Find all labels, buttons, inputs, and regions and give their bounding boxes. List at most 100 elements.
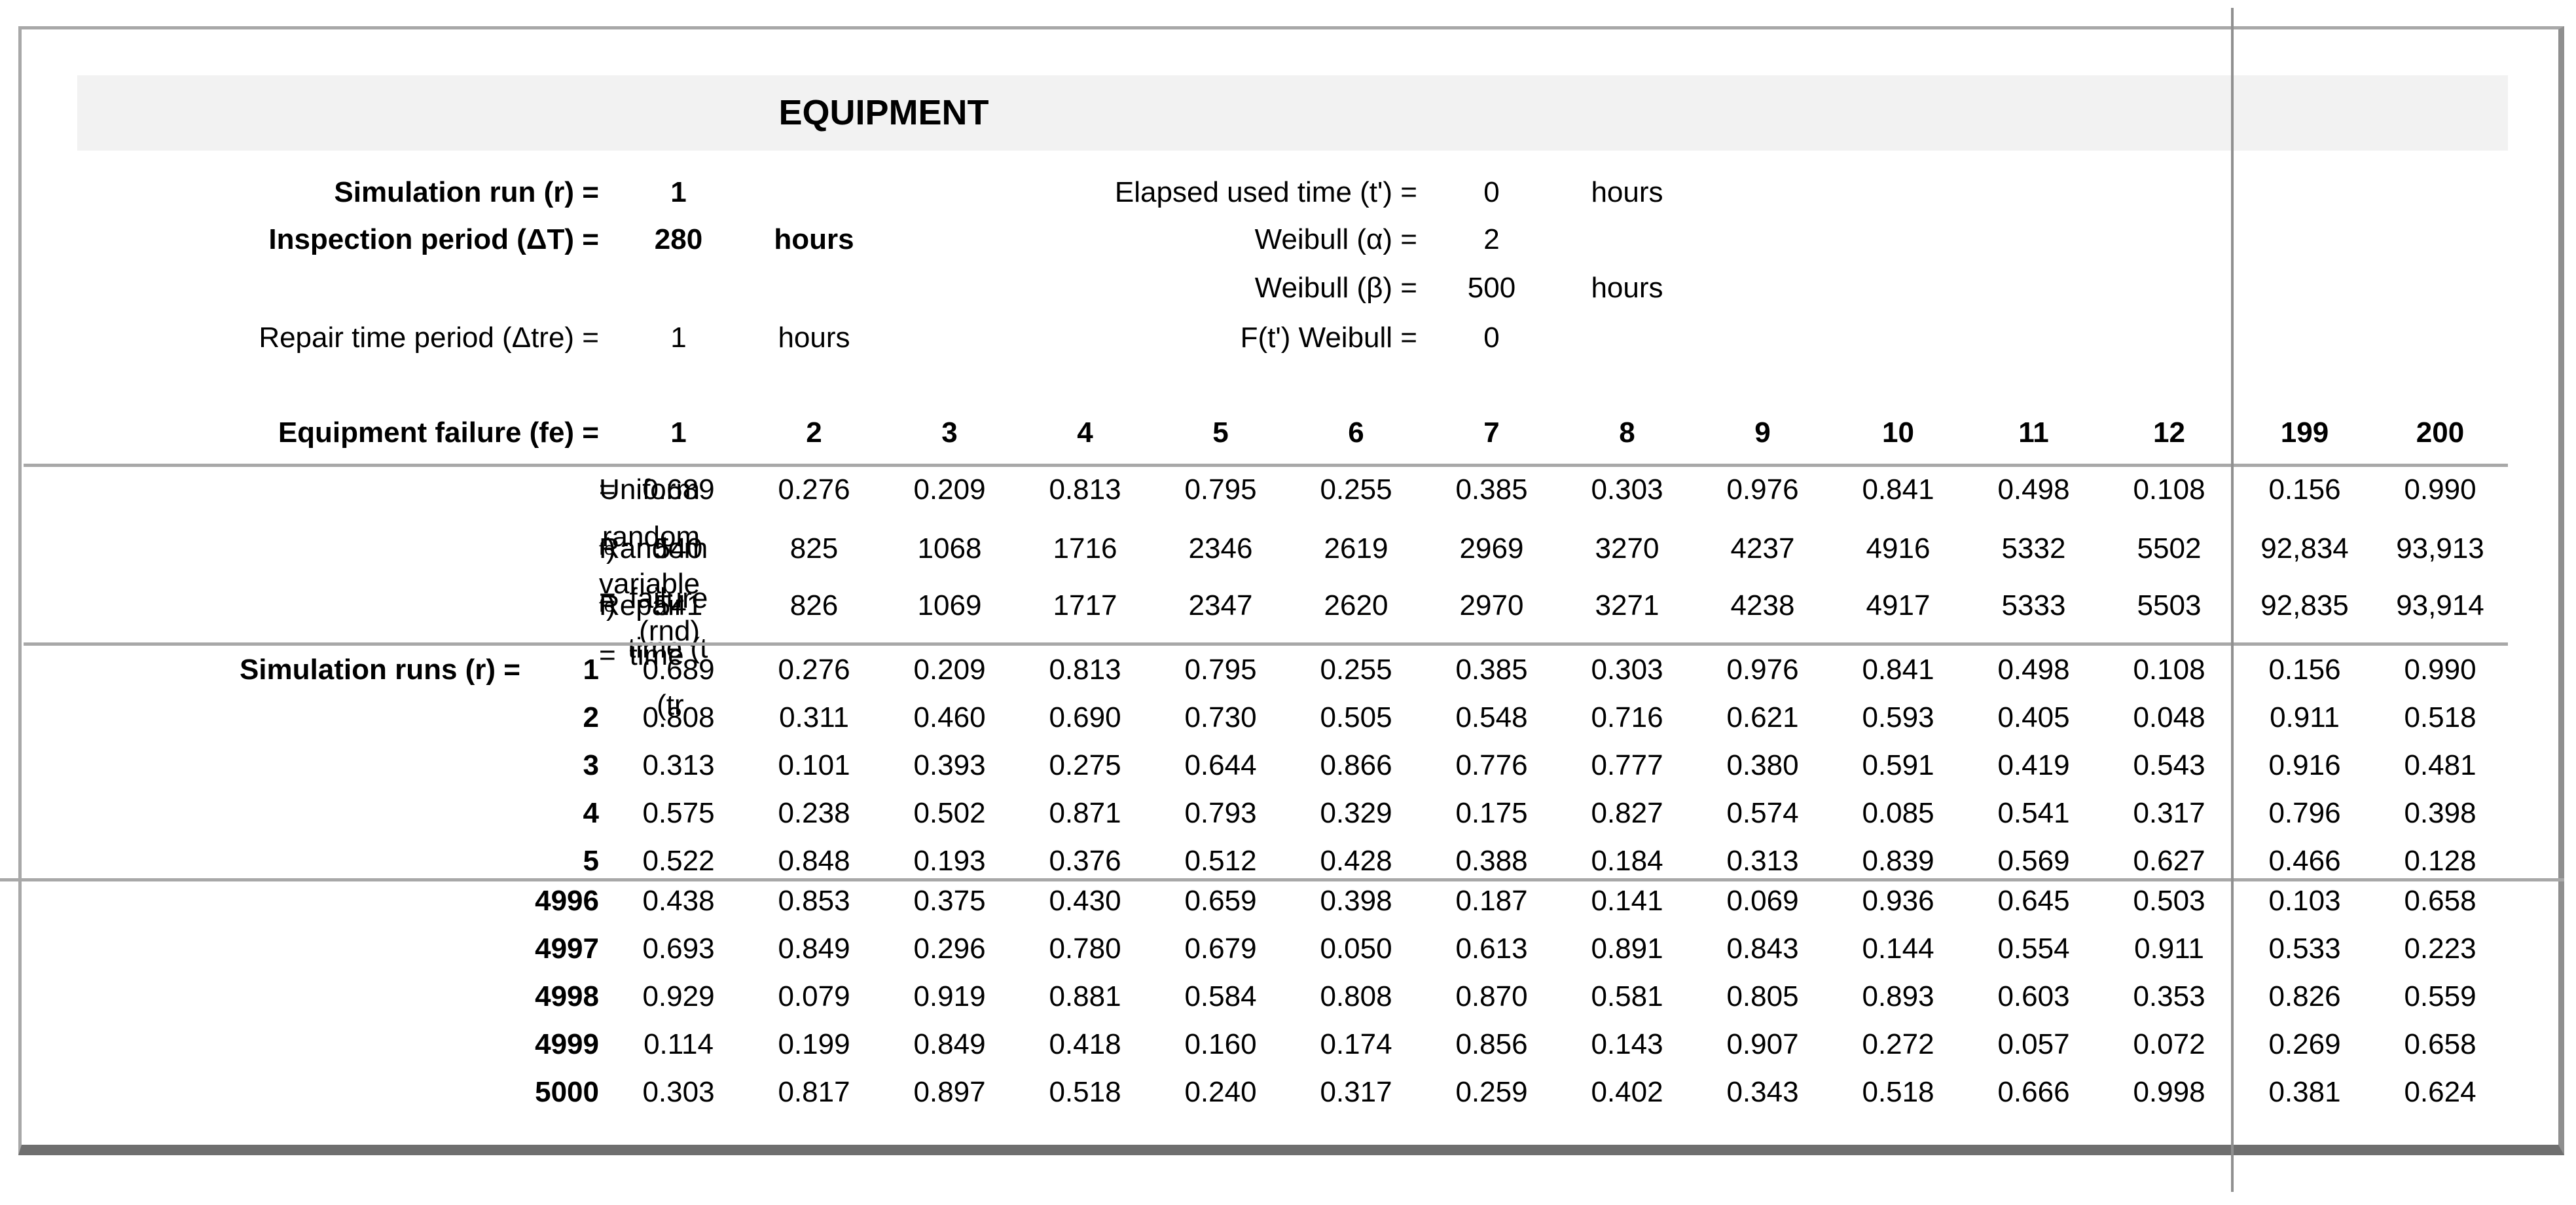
value-cell: 0.050 [1320, 933, 1392, 965]
value-cell: 0.658 [2404, 885, 2476, 917]
value-cell: 0.919 [913, 980, 986, 1012]
value-cell: 1 [670, 417, 687, 449]
value-cell: 0.976 [1726, 473, 1799, 506]
run-values: 0.114 0.199 0.849 0.418 0.160 0.174 0.856 0.143… [611, 1020, 2237, 1068]
value-cell: 3 [941, 417, 958, 449]
value-cell: 0.466 [2268, 845, 2341, 877]
value-cell: 0.156 [2268, 473, 2341, 506]
value-cell: 0.841 [1862, 654, 1934, 686]
value-cell: 0.209 [913, 473, 986, 506]
value-cell: 0.998 [2133, 1076, 2205, 1108]
value-cell: 0.645 [1997, 885, 2070, 917]
value-cell: 0.569 [1997, 845, 2070, 877]
value-cell: 11 [2018, 417, 2049, 449]
param-value-weibull-beta: 500 [1467, 272, 1516, 304]
row-label: Repair time (tr fe) = [0, 581, 684, 721]
run-values: 0.929 0.079 0.919 0.881 0.584 0.808 0.870 0.581… [611, 973, 2237, 1020]
param-value-simulation-run: 1 [670, 176, 687, 208]
value-cell: 0.624 [2404, 1076, 2476, 1108]
value-cell: 1717 [1053, 589, 1117, 621]
value-cell: 4237 [1730, 532, 1795, 565]
value-cell: 0.380 [1726, 749, 1799, 781]
row-label-suffix: = [599, 473, 616, 506]
param-unit-elapsed-used-time: hours [1591, 176, 1663, 208]
value-cell: 0.666 [1997, 1076, 2070, 1108]
value-cell: 0.381 [2268, 1076, 2341, 1108]
value-cell: 0.841 [1862, 473, 1934, 506]
value-cell: 0.849 [778, 933, 850, 965]
failure-header-columns-hidden-right: 199 200 [2237, 409, 2508, 456]
value-cell: 0.621 [1726, 701, 1799, 733]
value-cell: 1716 [1053, 532, 1117, 565]
value-cell: 541 [654, 589, 703, 621]
value-cell: 0.193 [913, 845, 986, 877]
value-cell: 0.817 [778, 1076, 850, 1108]
run-values-hidden-right: 0.381 0.624 [2237, 1068, 2508, 1116]
value-cell: 0.296 [913, 933, 986, 965]
value-cell: 0.184 [1591, 845, 1663, 877]
value-cell: 0.808 [1320, 980, 1392, 1012]
row-label: Uniform random variable (rnd) = [0, 466, 700, 647]
row-values-hidden-right: 0.156 0.990 [2237, 466, 2508, 513]
value-cell: 0.317 [2133, 797, 2205, 829]
value-cell: 0.505 [1320, 701, 1392, 733]
value-cell: 2969 [1459, 532, 1524, 565]
value-cell: 0.627 [2133, 845, 2205, 877]
value-cell: 0.693 [642, 933, 715, 965]
value-cell: 0.793 [1184, 797, 1257, 829]
param-unit-weibull-beta: hours [1591, 272, 1663, 304]
value-cell: 0.143 [1591, 1028, 1663, 1060]
value-cell: 0.276 [778, 654, 850, 686]
value-cell: 0.329 [1320, 797, 1392, 829]
value-cell: 5332 [2001, 532, 2066, 565]
value-cell: 10 [1882, 417, 1914, 449]
value-cell: 825 [789, 532, 839, 565]
value-cell: 4917 [1866, 589, 1931, 621]
value-cell: 0.048 [2133, 701, 2205, 733]
run-values-hidden-right: 0.533 0.223 [2237, 925, 2508, 973]
value-cell: 0.353 [2133, 980, 2205, 1012]
run-number: 5 [583, 845, 599, 877]
value-cell: 0.512 [1184, 845, 1257, 877]
value-cell: 0.716 [1591, 701, 1663, 733]
value-cell: 0.108 [2133, 473, 2205, 506]
value-cell: 0.503 [2133, 885, 2205, 917]
run-values: 0.313 0.101 0.393 0.275 0.644 0.866 0.776 0.777… [611, 741, 2237, 789]
value-cell: 5503 [2137, 589, 2202, 621]
value-cell: 0.543 [2133, 749, 2205, 781]
value-cell: 8 [1619, 417, 1635, 449]
value-cell: 0.259 [1455, 1076, 1528, 1108]
value-cell: 0.518 [1862, 1076, 1934, 1108]
param-unit-repair-time-period: hours [778, 322, 850, 354]
value-cell: 0.376 [1049, 845, 1121, 877]
value-cell: 7 [1483, 417, 1500, 449]
value-cell: 5 [1212, 417, 1229, 449]
failure-header-columns: 1 2 3 4 5 6 7 8 9 10 11 12 [611, 409, 2237, 456]
hidden-columns-divider [2231, 8, 2234, 1192]
param-row: Repair time period (Δtre) = 1 hours F(t'… [0, 314, 2576, 362]
value-cell: 0.795 [1184, 473, 1257, 506]
run-number: 2 [583, 701, 599, 733]
value-cell: 0.269 [2268, 1028, 2341, 1060]
value-cell: 92,835 [2260, 589, 2349, 621]
value-cell: 0.990 [2404, 654, 2476, 686]
value-cell: 0.393 [913, 749, 986, 781]
table-row-run: 2 0.808 0.311 0.460 0.690 0.730 0.505 0.548 0.7… [0, 694, 2576, 741]
value-cell: 2619 [1324, 532, 1388, 565]
value-cell: 0.313 [1726, 845, 1799, 877]
value-cell: 0.856 [1455, 1028, 1528, 1060]
value-cell: 3270 [1595, 532, 1660, 565]
value-cell: 0.238 [778, 797, 850, 829]
value-cell: 0.375 [913, 885, 986, 917]
value-cell: 0.255 [1320, 654, 1392, 686]
value-cell: 0.402 [1591, 1076, 1663, 1108]
run-values-hidden-right: 0.911 0.518 [2237, 694, 2508, 741]
table-row-run: 4997 0.693 0.849 0.296 0.780 0.679 0.050 0.613… [0, 925, 2576, 973]
value-cell: 0.839 [1862, 845, 1934, 877]
value-cell: 0.849 [913, 1028, 986, 1060]
horizontal-rule-under-measures [24, 642, 2508, 646]
value-cell: 0.780 [1049, 933, 1121, 965]
value-cell: 0.276 [778, 473, 850, 506]
value-cell: 0.866 [1320, 749, 1392, 781]
